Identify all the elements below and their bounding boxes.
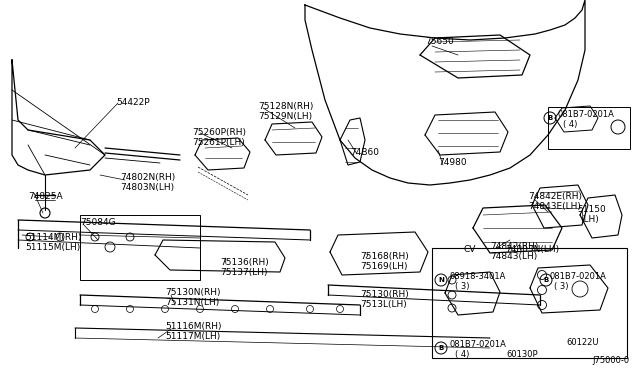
Text: 60122U: 60122U: [566, 338, 598, 347]
Text: 75136(RH): 75136(RH): [220, 258, 269, 267]
Text: 081B7-0201A: 081B7-0201A: [450, 340, 507, 349]
Text: B: B: [547, 115, 552, 121]
Text: 75130(RH): 75130(RH): [360, 290, 409, 299]
Text: J75000-0: J75000-0: [592, 356, 629, 365]
Text: ( 4): ( 4): [455, 350, 469, 359]
Text: 08918-3401A: 08918-3401A: [450, 272, 506, 281]
Text: 75261P(LH): 75261P(LH): [192, 138, 244, 147]
Bar: [432, 248, 627, 358]
Text: N: N: [438, 277, 444, 283]
Text: 74842(RH): 74842(RH): [490, 242, 538, 251]
Text: 51116M(RH): 51116M(RH): [165, 322, 221, 331]
Text: 75260P(RH): 75260P(RH): [192, 128, 246, 137]
Bar: [80, 215, 200, 280]
Text: 7513L(LH): 7513L(LH): [360, 300, 407, 309]
Text: B: B: [438, 345, 444, 351]
Text: 75137(LH): 75137(LH): [220, 268, 268, 277]
Text: 75084G: 75084G: [80, 218, 116, 227]
Text: 74843(LH): 74843(LH): [490, 252, 537, 261]
Text: (LH): (LH): [580, 215, 599, 224]
Text: 75168(RH): 75168(RH): [360, 252, 409, 261]
Text: CV: CV: [463, 245, 476, 254]
Text: 51117M(LH): 51117M(LH): [165, 332, 220, 341]
Text: B: B: [543, 277, 548, 283]
Text: 74802N(RH): 74802N(RH): [120, 173, 175, 182]
Text: 74842E(RH): 74842E(RH): [528, 192, 582, 201]
Text: 75650: 75650: [425, 37, 454, 46]
Text: 75131N(LH): 75131N(LH): [165, 298, 220, 307]
Text: 51114M(RH): 51114M(RH): [25, 233, 81, 242]
Text: 75130N(RH): 75130N(RH): [165, 288, 221, 297]
Text: 74B60: 74B60: [350, 148, 379, 157]
Text: 74803N(LH): 74803N(LH): [120, 183, 174, 192]
Text: 75128N(RH): 75128N(RH): [258, 102, 314, 111]
Text: 51150: 51150: [577, 205, 605, 214]
Text: 75169(LH): 75169(LH): [360, 262, 408, 271]
Text: ( 3): ( 3): [455, 282, 470, 291]
Text: 74803N(LH): 74803N(LH): [505, 245, 559, 254]
Text: 51115M(LH): 51115M(LH): [25, 243, 80, 252]
Text: 74825A: 74825A: [28, 192, 63, 201]
Text: 60130P: 60130P: [506, 350, 538, 359]
Text: 081B7-0201A: 081B7-0201A: [558, 110, 615, 119]
Text: 74980: 74980: [438, 158, 467, 167]
Text: 081B7-0201A: 081B7-0201A: [549, 272, 606, 281]
Text: 54422P: 54422P: [116, 98, 150, 107]
Text: 75129N(LH): 75129N(LH): [258, 112, 312, 121]
Bar: [548, 107, 630, 149]
Text: 74843E(LH): 74843E(LH): [528, 202, 581, 211]
Text: ( 4): ( 4): [563, 120, 577, 129]
Text: ( 3): ( 3): [554, 282, 568, 291]
